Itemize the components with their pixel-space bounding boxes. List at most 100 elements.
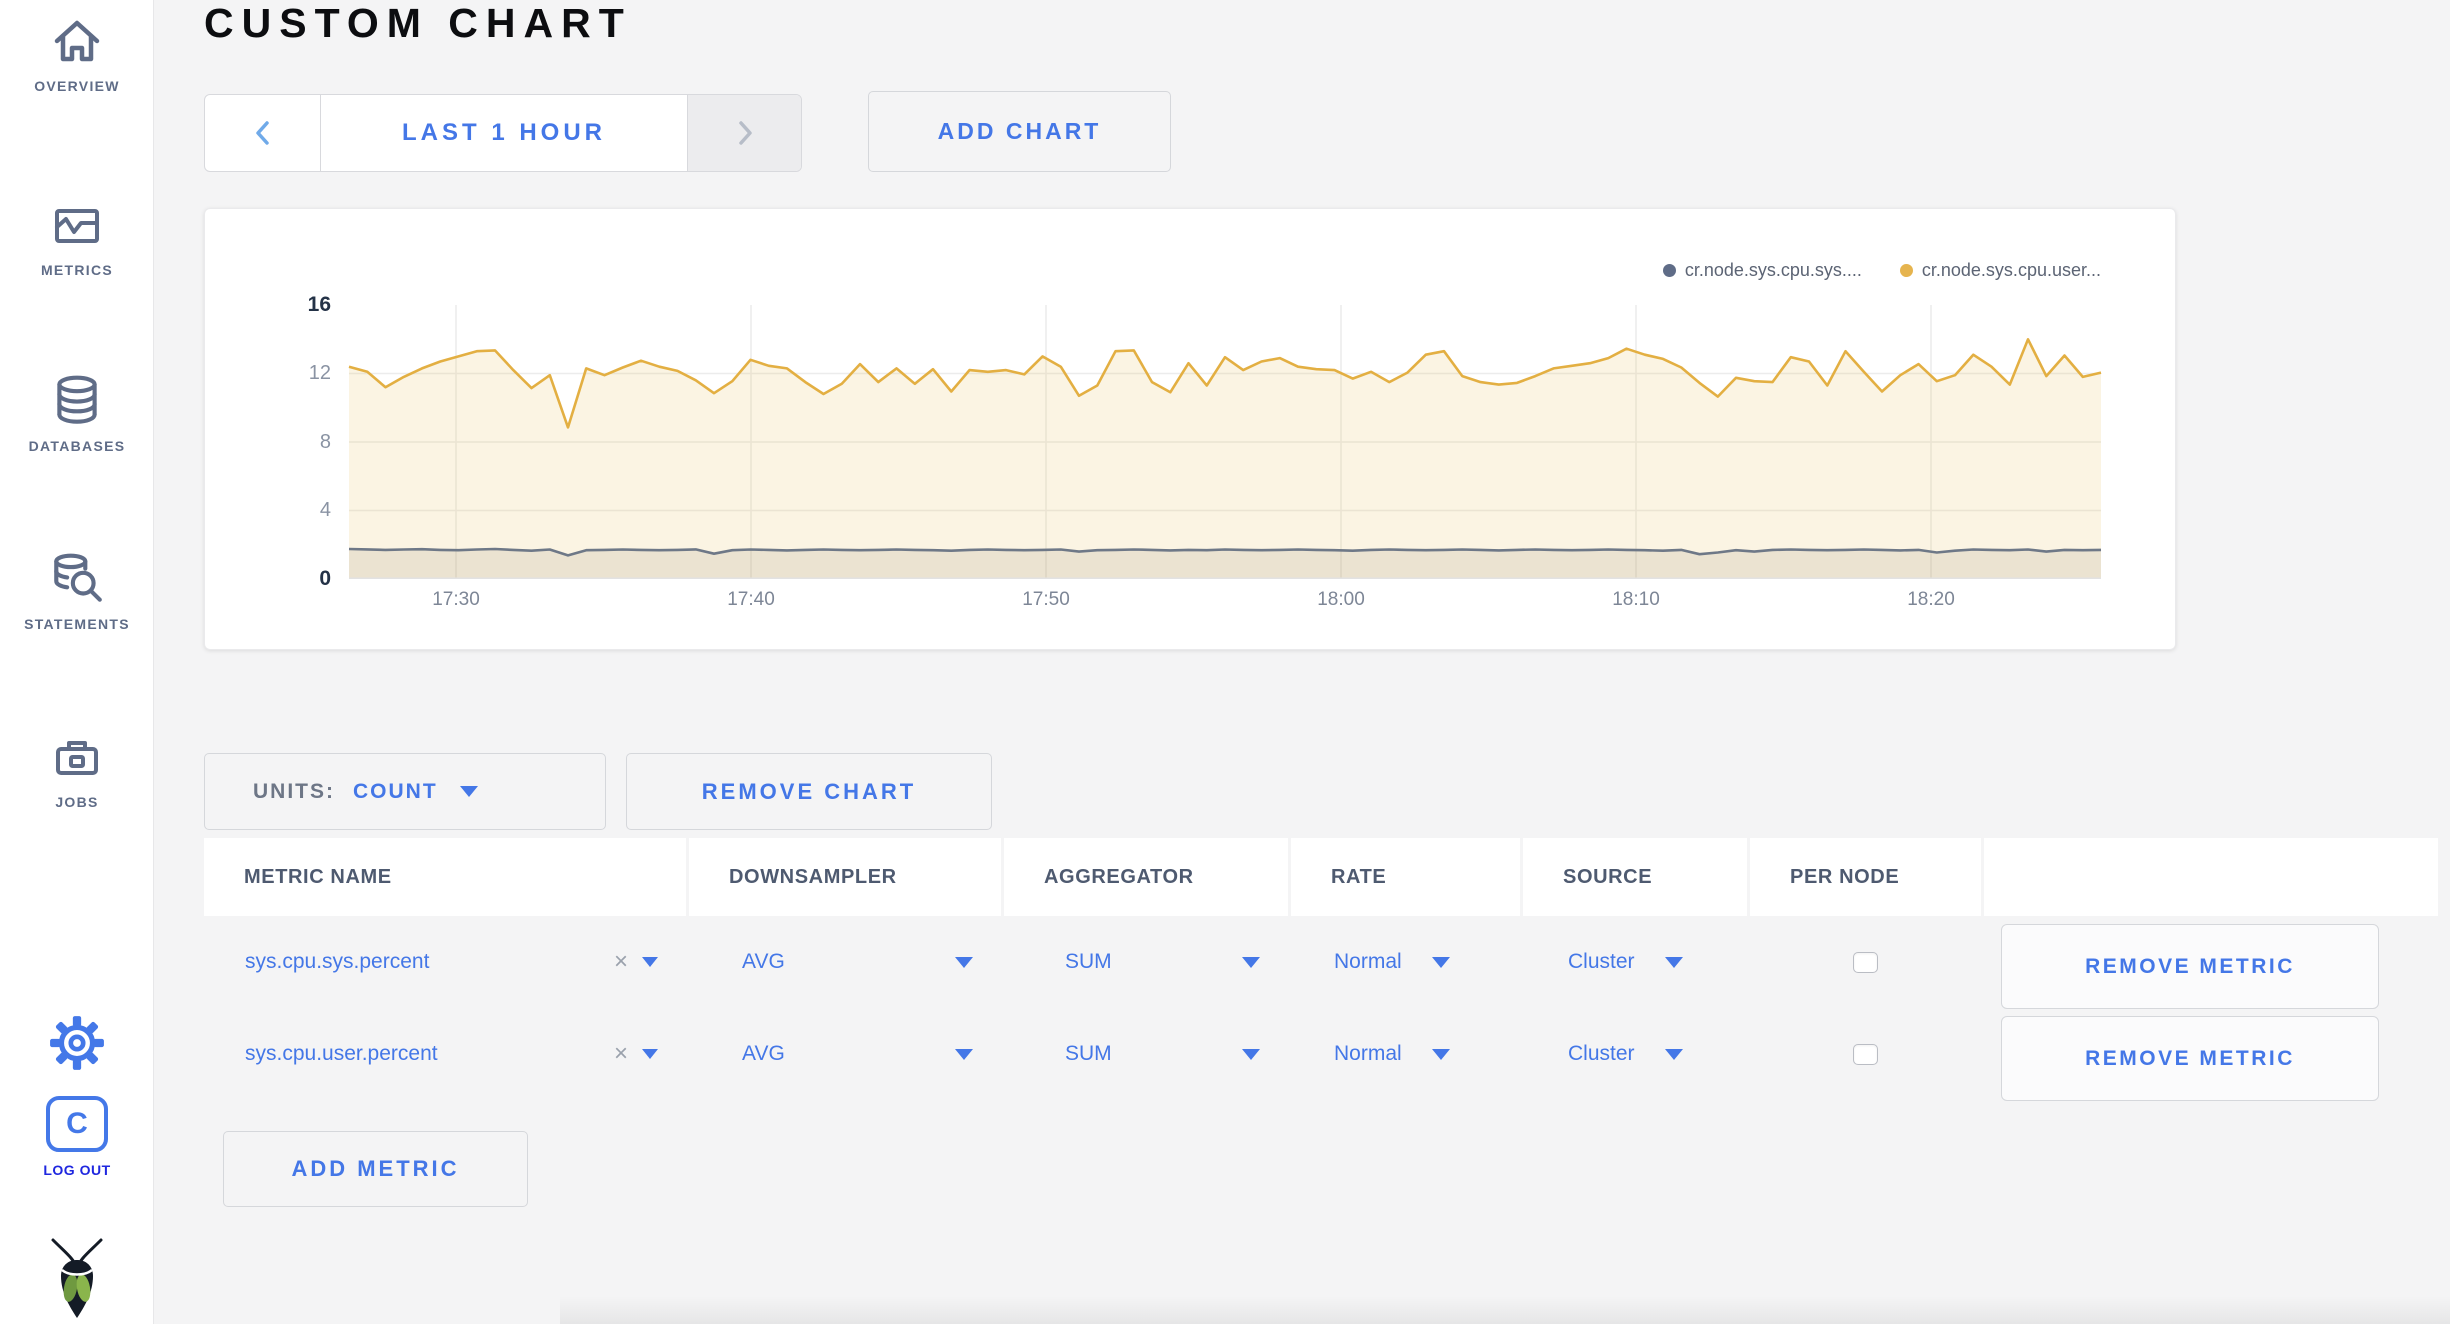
remove-chart-button[interactable]: REMOVE CHART xyxy=(626,753,992,830)
sidebar-label-statements: STATEMENTS xyxy=(24,616,130,632)
metric-row: sys.cpu.sys.percent × AVG SUM Normal Clu… xyxy=(204,916,2438,1009)
metric-name-select[interactable]: sys.cpu.sys.percent × xyxy=(204,916,686,1008)
per-node-cell xyxy=(1750,916,1981,1008)
sidebar-label-databases: DATABASES xyxy=(28,438,126,454)
settings-button[interactable] xyxy=(0,1014,154,1072)
page-title: CUSTOM CHART xyxy=(204,0,632,46)
dropdown-caret-icon xyxy=(955,956,973,968)
home-icon xyxy=(54,20,100,62)
units-value: COUNT xyxy=(353,779,438,803)
metric-name-select[interactable]: sys.cpu.user.percent × xyxy=(204,1008,686,1100)
dropdown-caret-icon xyxy=(1664,956,1683,968)
col-header-downsampler: DOWNSAMPLER xyxy=(689,838,1001,916)
dropdown-caret-icon xyxy=(459,786,478,797)
source-value: Cluster xyxy=(1568,1042,1635,1065)
rate-value: Normal xyxy=(1334,950,1402,973)
sidebar-item-jobs[interactable]: JOBS xyxy=(0,730,154,810)
col-header-aggregator: AGGREGATOR xyxy=(1004,838,1288,916)
metric-row: sys.cpu.user.percent × AVG SUM Normal Cl… xyxy=(204,1008,2438,1101)
dropdown-caret-icon xyxy=(1431,1048,1450,1060)
x-tick: 18:20 xyxy=(1907,589,1955,610)
legend-item[interactable]: cr.node.sys.cpu.user... xyxy=(1899,260,2101,281)
logout-button[interactable]: C LOG OUT xyxy=(0,1096,154,1178)
y-tick: 4 xyxy=(319,499,331,521)
metrics-icon xyxy=(55,209,99,243)
x-tick: 17:50 xyxy=(1022,589,1070,610)
actions-cell: REMOVE METRIC xyxy=(1984,916,2438,1009)
gear-icon xyxy=(50,1016,104,1070)
metric-name-value: sys.cpu.user.percent xyxy=(245,1042,438,1065)
aggregator-select[interactable]: SUM xyxy=(1004,916,1288,1008)
metric-name-value: sys.cpu.sys.percent xyxy=(245,950,430,973)
aggregator-value: SUM xyxy=(1065,950,1112,973)
units-dropdown[interactable]: UNITS: COUNT xyxy=(204,753,606,830)
cockroach-bug-icon xyxy=(51,1238,103,1318)
downsampler-select[interactable]: AVG xyxy=(689,1008,1001,1100)
rate-select[interactable]: Normal xyxy=(1291,1008,1520,1100)
add-chart-button[interactable]: ADD CHART xyxy=(868,91,1171,172)
chart-panel: cr.node.sys.cpu.sys.... cr.node.sys.cpu.… xyxy=(204,208,2176,650)
x-tick: 18:00 xyxy=(1317,589,1365,610)
per-node-checkbox[interactable] xyxy=(1853,951,1878,973)
sidebar-label-overview: OVERVIEW xyxy=(34,78,120,94)
downsampler-select[interactable]: AVG xyxy=(689,916,1001,1008)
actions-cell: REMOVE METRIC xyxy=(1984,1008,2438,1101)
col-header-actions xyxy=(1984,838,2438,916)
sidebar-item-metrics[interactable]: METRICS xyxy=(0,198,154,278)
rate-select[interactable]: Normal xyxy=(1291,916,1520,1008)
downsampler-value: AVG xyxy=(742,1042,785,1065)
x-tick: 17:30 xyxy=(432,589,480,610)
per-node-cell xyxy=(1750,1008,1981,1100)
x-tick: 17:40 xyxy=(727,589,775,610)
remove-metric-button[interactable]: REMOVE METRIC xyxy=(2001,924,2379,1009)
dropdown-caret-icon xyxy=(955,1048,973,1060)
legend-label: cr.node.sys.cpu.sys.... xyxy=(1684,260,1862,280)
sidebar-item-statements[interactable]: STATEMENTS xyxy=(0,550,154,632)
dropdown-caret-icon xyxy=(1242,956,1260,968)
legend-dot-sys-icon xyxy=(1662,264,1676,277)
logout-label: LOG OUT xyxy=(43,1162,111,1178)
remove-metric-button[interactable]: REMOVE METRIC xyxy=(2001,1016,2379,1101)
time-range-next-button[interactable] xyxy=(687,95,801,171)
legend-item[interactable]: cr.node.sys.cpu.sys.... xyxy=(1662,260,1862,281)
rate-value: Normal xyxy=(1334,1042,1402,1065)
col-header-rate: RATE xyxy=(1291,838,1520,916)
sidebar-label-jobs: JOBS xyxy=(55,794,99,810)
statements-icon xyxy=(54,553,102,602)
y-tick: 12 xyxy=(308,362,331,384)
source-select[interactable]: Cluster xyxy=(1523,916,1747,1008)
sidebar: OVERVIEW METRICS DATABASE xyxy=(0,0,154,1324)
y-tick: 0 xyxy=(319,567,331,590)
source-select[interactable]: Cluster xyxy=(1523,1008,1747,1100)
logo-letter: C xyxy=(66,1107,88,1140)
clear-icon[interactable]: × xyxy=(613,948,628,975)
dropdown-caret-icon xyxy=(1431,956,1450,968)
chart-plot[interactable] xyxy=(348,305,2102,579)
metrics-table-header: METRIC NAME DOWNSAMPLER AGGREGATOR RATE … xyxy=(204,838,2438,916)
aggregator-select[interactable]: SUM xyxy=(1004,1008,1288,1100)
chevron-right-icon xyxy=(738,121,752,145)
per-node-checkbox[interactable] xyxy=(1853,1043,1878,1065)
time-range-label[interactable]: LAST 1 HOUR xyxy=(401,119,606,146)
downsampler-value: AVG xyxy=(742,950,785,973)
add-metric-button[interactable]: ADD METRIC xyxy=(223,1131,528,1207)
col-header-per-node: PER NODE xyxy=(1750,838,1981,916)
scroll-shadow xyxy=(560,1296,2450,1324)
sidebar-item-databases[interactable]: DATABASES xyxy=(0,372,154,454)
legend-dot-user-icon xyxy=(1899,264,1913,277)
y-tick: 16 xyxy=(307,293,331,316)
sidebar-label-metrics: METRICS xyxy=(40,262,114,278)
chart-legend: cr.node.sys.cpu.sys.... cr.node.sys.cpu.… xyxy=(1662,260,2101,281)
units-label: UNITS: xyxy=(253,779,335,803)
dropdown-caret-icon xyxy=(1664,1048,1683,1060)
chevron-left-icon xyxy=(255,121,269,145)
time-range-selector: LAST 1 HOUR xyxy=(204,94,802,172)
sidebar-item-overview[interactable]: OVERVIEW xyxy=(0,14,154,94)
time-range-prev-button[interactable] xyxy=(205,95,321,171)
x-tick: 18:10 xyxy=(1612,589,1660,610)
y-tick: 8 xyxy=(319,431,331,453)
dropdown-caret-icon xyxy=(642,957,658,967)
source-value: Cluster xyxy=(1568,950,1635,973)
clear-icon[interactable]: × xyxy=(613,1040,628,1067)
